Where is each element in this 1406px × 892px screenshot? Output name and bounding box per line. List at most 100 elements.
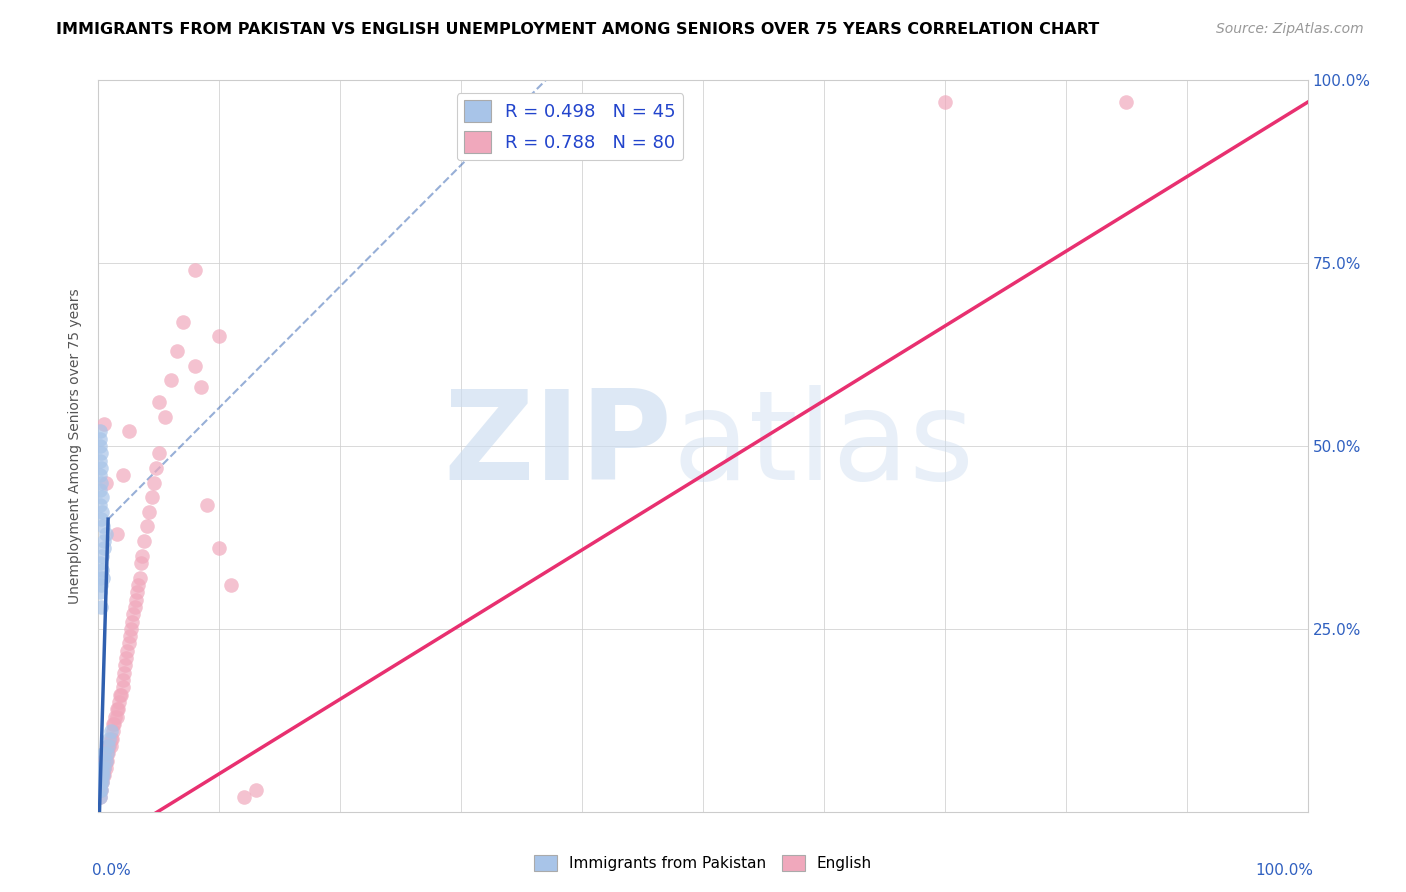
Point	[148, 446, 170, 460]
Point	[91, 754, 114, 768]
Point	[91, 563, 114, 577]
Point	[153, 409, 176, 424]
Point	[90, 782, 112, 797]
Point	[232, 790, 254, 805]
Point	[89, 453, 111, 467]
Point	[104, 709, 127, 723]
Point	[94, 475, 117, 490]
Point	[93, 417, 115, 431]
Point	[120, 622, 142, 636]
Point	[195, 498, 218, 512]
Legend: Immigrants from Pakistan, English: Immigrants from Pakistan, English	[529, 849, 877, 877]
Point	[145, 461, 167, 475]
Point	[110, 688, 132, 702]
Point	[91, 768, 114, 782]
Point	[89, 468, 111, 483]
Point	[121, 615, 143, 629]
Point	[128, 571, 150, 585]
Point	[107, 702, 129, 716]
Point	[90, 775, 112, 789]
Point	[94, 526, 117, 541]
Point	[89, 782, 111, 797]
Point	[101, 724, 124, 739]
Point	[91, 519, 114, 533]
Point	[93, 541, 115, 556]
Point	[108, 688, 131, 702]
Point	[124, 599, 146, 614]
Point	[90, 578, 112, 592]
Point	[89, 790, 111, 805]
Point	[96, 754, 118, 768]
Point	[245, 782, 267, 797]
Point	[90, 761, 112, 775]
Point	[91, 775, 114, 789]
Point	[118, 629, 141, 643]
Point	[91, 505, 114, 519]
Point	[89, 782, 111, 797]
Point	[90, 782, 112, 797]
Point	[143, 475, 166, 490]
Text: Source: ZipAtlas.com: Source: ZipAtlas.com	[1216, 22, 1364, 37]
Point	[94, 754, 117, 768]
Point	[141, 490, 163, 504]
Point	[94, 754, 117, 768]
Point	[93, 761, 115, 775]
Point	[166, 343, 188, 358]
Point	[93, 768, 115, 782]
Point	[117, 644, 139, 658]
Text: IMMIGRANTS FROM PAKISTAN VS ENGLISH UNEMPLOYMENT AMONG SENIORS OVER 75 YEARS COR: IMMIGRANTS FROM PAKISTAN VS ENGLISH UNEM…	[56, 22, 1099, 37]
Point	[89, 432, 111, 446]
Point	[89, 439, 111, 453]
Point	[129, 556, 152, 570]
Point	[89, 425, 111, 439]
Point	[91, 768, 114, 782]
Point	[90, 446, 112, 460]
Point	[208, 541, 231, 556]
Point	[89, 585, 111, 599]
Point	[105, 709, 128, 723]
Point	[134, 534, 156, 549]
Point	[105, 702, 128, 716]
Point	[94, 761, 117, 775]
Point	[93, 534, 115, 549]
Text: atlas: atlas	[673, 385, 974, 507]
Point	[90, 475, 112, 490]
Point	[131, 549, 153, 563]
Point	[90, 512, 112, 526]
Point	[934, 95, 956, 110]
Point	[91, 775, 114, 789]
Point	[115, 651, 138, 665]
Point	[108, 695, 131, 709]
Point	[105, 526, 128, 541]
Point	[89, 483, 111, 497]
Point	[93, 761, 115, 775]
Point	[112, 665, 135, 680]
Point	[208, 329, 231, 343]
Point	[96, 746, 118, 760]
Point	[184, 263, 207, 277]
Point	[118, 425, 141, 439]
Point	[114, 658, 136, 673]
Point	[103, 717, 125, 731]
Text: 100.0%: 100.0%	[1256, 863, 1313, 878]
Point	[90, 768, 112, 782]
Point	[89, 571, 111, 585]
Point	[89, 498, 111, 512]
Point	[100, 724, 122, 739]
Point	[172, 315, 194, 329]
Point	[125, 592, 148, 607]
Point	[91, 761, 114, 775]
Point	[89, 768, 111, 782]
Point	[91, 571, 114, 585]
Point	[138, 505, 160, 519]
Point	[101, 717, 124, 731]
Point	[100, 731, 122, 746]
Text: ZIP: ZIP	[443, 385, 672, 507]
Point	[89, 775, 111, 789]
Point	[111, 673, 134, 687]
Point	[148, 395, 170, 409]
Point	[1115, 95, 1137, 110]
Point	[100, 731, 122, 746]
Point	[97, 739, 120, 753]
Point	[111, 681, 134, 695]
